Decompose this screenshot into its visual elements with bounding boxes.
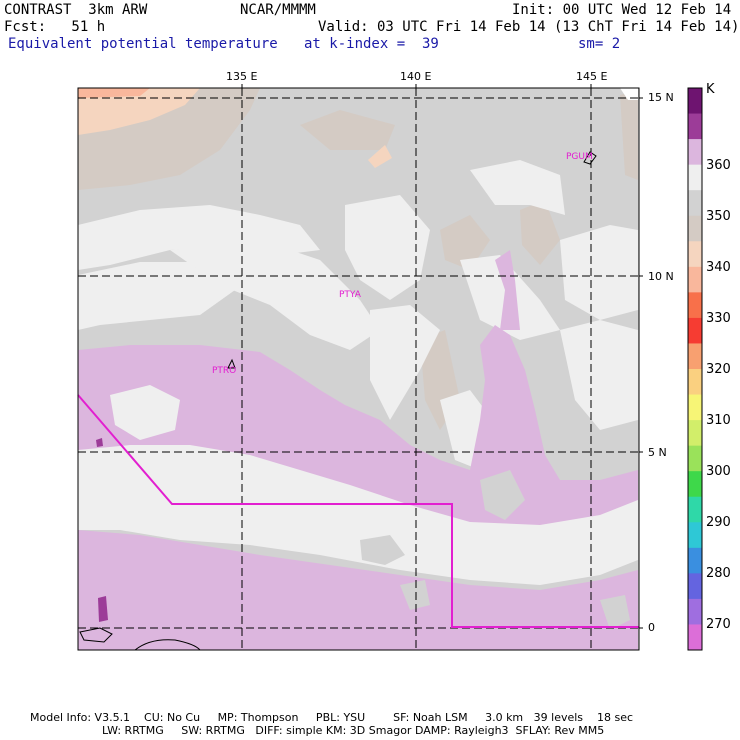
forecast-hour: Fcst: 51 h (4, 19, 106, 35)
organization: NCAR/MMMM (240, 2, 316, 18)
colorbar-swatch (688, 445, 702, 472)
colorbar-swatch (688, 241, 702, 268)
lat-label-15n: 15 N (648, 91, 674, 104)
colorbar-label-290: 290 (706, 515, 731, 530)
colorbar-swatch (688, 598, 702, 625)
station-ptro: PTRO (212, 366, 237, 376)
init-time: Init: 00 UTC Wed 12 Feb 14 (512, 2, 732, 18)
colorbar-swatch (688, 471, 702, 498)
colorbar-swatch (688, 190, 702, 217)
colorbar-label-340: 340 (706, 260, 731, 275)
colorbar-swatch (688, 496, 702, 523)
colorbar-frame (687, 87, 703, 651)
map-frame (77, 87, 640, 651)
colorbar-label-270: 270 (706, 617, 731, 632)
colorbar-swatch (688, 88, 702, 115)
colorbar-swatch (688, 522, 702, 549)
colorbar-swatch (688, 317, 702, 344)
field-name: Equivalent potential temperature (8, 36, 278, 52)
colorbar-label-350: 350 (706, 209, 731, 224)
lat-lon-grid (78, 88, 639, 650)
lat-label-0: 0 (648, 621, 655, 634)
lat-label-5n: 5 N (648, 446, 667, 459)
valid-time: Valid: 03 UTC Fri 14 Feb 14 (13 ChT Fri … (318, 19, 740, 35)
colorbar-label-330: 330 (706, 311, 731, 326)
station-pgum: PGUM (566, 152, 593, 162)
station-ptya: PTYA (339, 290, 361, 300)
colorbar-swatch (688, 369, 702, 396)
level-info: at k-index = 39 (304, 36, 439, 52)
model-title: CONTRAST 3km ARW (4, 2, 148, 18)
lon-label-145: 145 E (576, 70, 608, 83)
domain-boundary-line (77, 394, 639, 628)
lon-label-135: 135 E (226, 70, 258, 83)
colorbar-swatch (688, 547, 702, 574)
colorbar-label-280: 280 (706, 566, 731, 581)
colorbar (687, 87, 703, 651)
colorbar-label-310: 310 (706, 413, 731, 428)
colorbar-swatch (688, 292, 702, 319)
smoothing-info: sm= 2 (578, 36, 621, 52)
colorbar-unit: K (706, 82, 715, 97)
colorbar-swatch (688, 139, 702, 166)
lat-label-10n: 10 N (648, 270, 674, 283)
colorbar-label-300: 300 (706, 464, 731, 479)
colorbar-swatch (688, 266, 702, 293)
colorbar-swatch (688, 164, 702, 191)
colorbar-swatch (688, 624, 702, 651)
model-info-line2: LW: RRTMG SW: RRTMG DIFF: simple KM: 3D … (102, 724, 605, 737)
lon-label-140: 140 E (400, 70, 432, 83)
colorbar-label-320: 320 (706, 362, 731, 377)
theta-e-field (78, 88, 639, 650)
colorbar-swatch (688, 394, 702, 421)
colorbar-swatch (688, 343, 702, 370)
colorbar-label-360: 360 (706, 158, 731, 173)
colorbar-swatch (688, 215, 702, 242)
model-info-line1: Model Info: V3.5.1 CU: No Cu MP: Thompso… (30, 711, 634, 724)
colorbar-swatch (688, 573, 702, 600)
colorbar-swatch (688, 420, 702, 447)
colorbar-swatch (688, 113, 702, 140)
